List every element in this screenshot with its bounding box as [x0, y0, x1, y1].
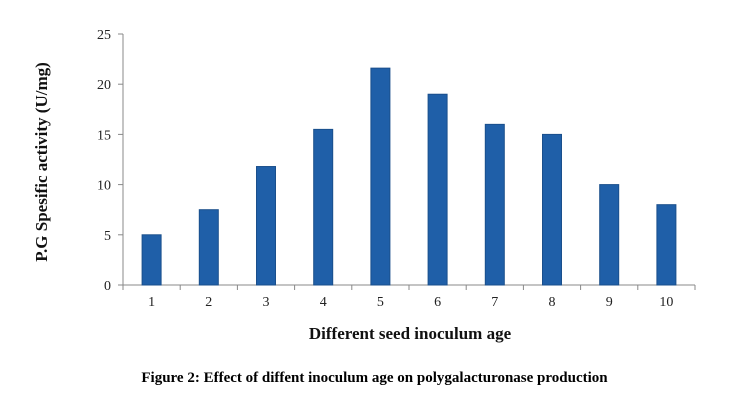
x-tick-label: 4: [320, 295, 327, 310]
x-tick-label: 9: [606, 295, 613, 310]
y-tick-label: 0: [104, 279, 111, 294]
y-tick-label: 5: [104, 229, 111, 244]
x-tick-label: 7: [491, 295, 498, 310]
y-tick-label: 20: [97, 78, 111, 93]
bar: [198, 209, 219, 286]
x-tick-label: 10: [659, 295, 673, 310]
bar: [599, 184, 620, 286]
bar: [427, 93, 448, 286]
x-tick-label: 2: [205, 295, 212, 310]
x-tick-label: 1: [148, 295, 155, 310]
bar: [141, 234, 162, 286]
y-tick-label: 15: [97, 128, 111, 143]
figure-caption: Figure 2: Effect of diffent inoculum age…: [141, 370, 608, 386]
y-tick-label: 25: [97, 28, 111, 43]
bar: [484, 123, 505, 286]
bar: [656, 204, 677, 286]
bar: [370, 67, 391, 286]
bar-chart: 0 5 10 15 20 25 1 2 3 4 5 6 7 8 9 10 Different seed ino…: [32, 28, 696, 343]
x-tick-label: 8: [549, 295, 556, 310]
x-tick-label: 3: [263, 295, 270, 310]
bar: [256, 166, 276, 286]
x-tick-label: 5: [377, 295, 384, 310]
y-axis-title: P.G Spesific activity (U/mg): [32, 62, 51, 262]
y-tick-label: 10: [97, 179, 111, 194]
bar: [542, 133, 562, 286]
x-axis-title: Different seed inoculum age: [309, 324, 512, 343]
plot-area: 0 5 10 15 20 25 1 2 3 4 5 6 7 8 9 10: [97, 28, 696, 310]
x-tick-label: 6: [434, 295, 441, 310]
bar: [313, 128, 334, 286]
